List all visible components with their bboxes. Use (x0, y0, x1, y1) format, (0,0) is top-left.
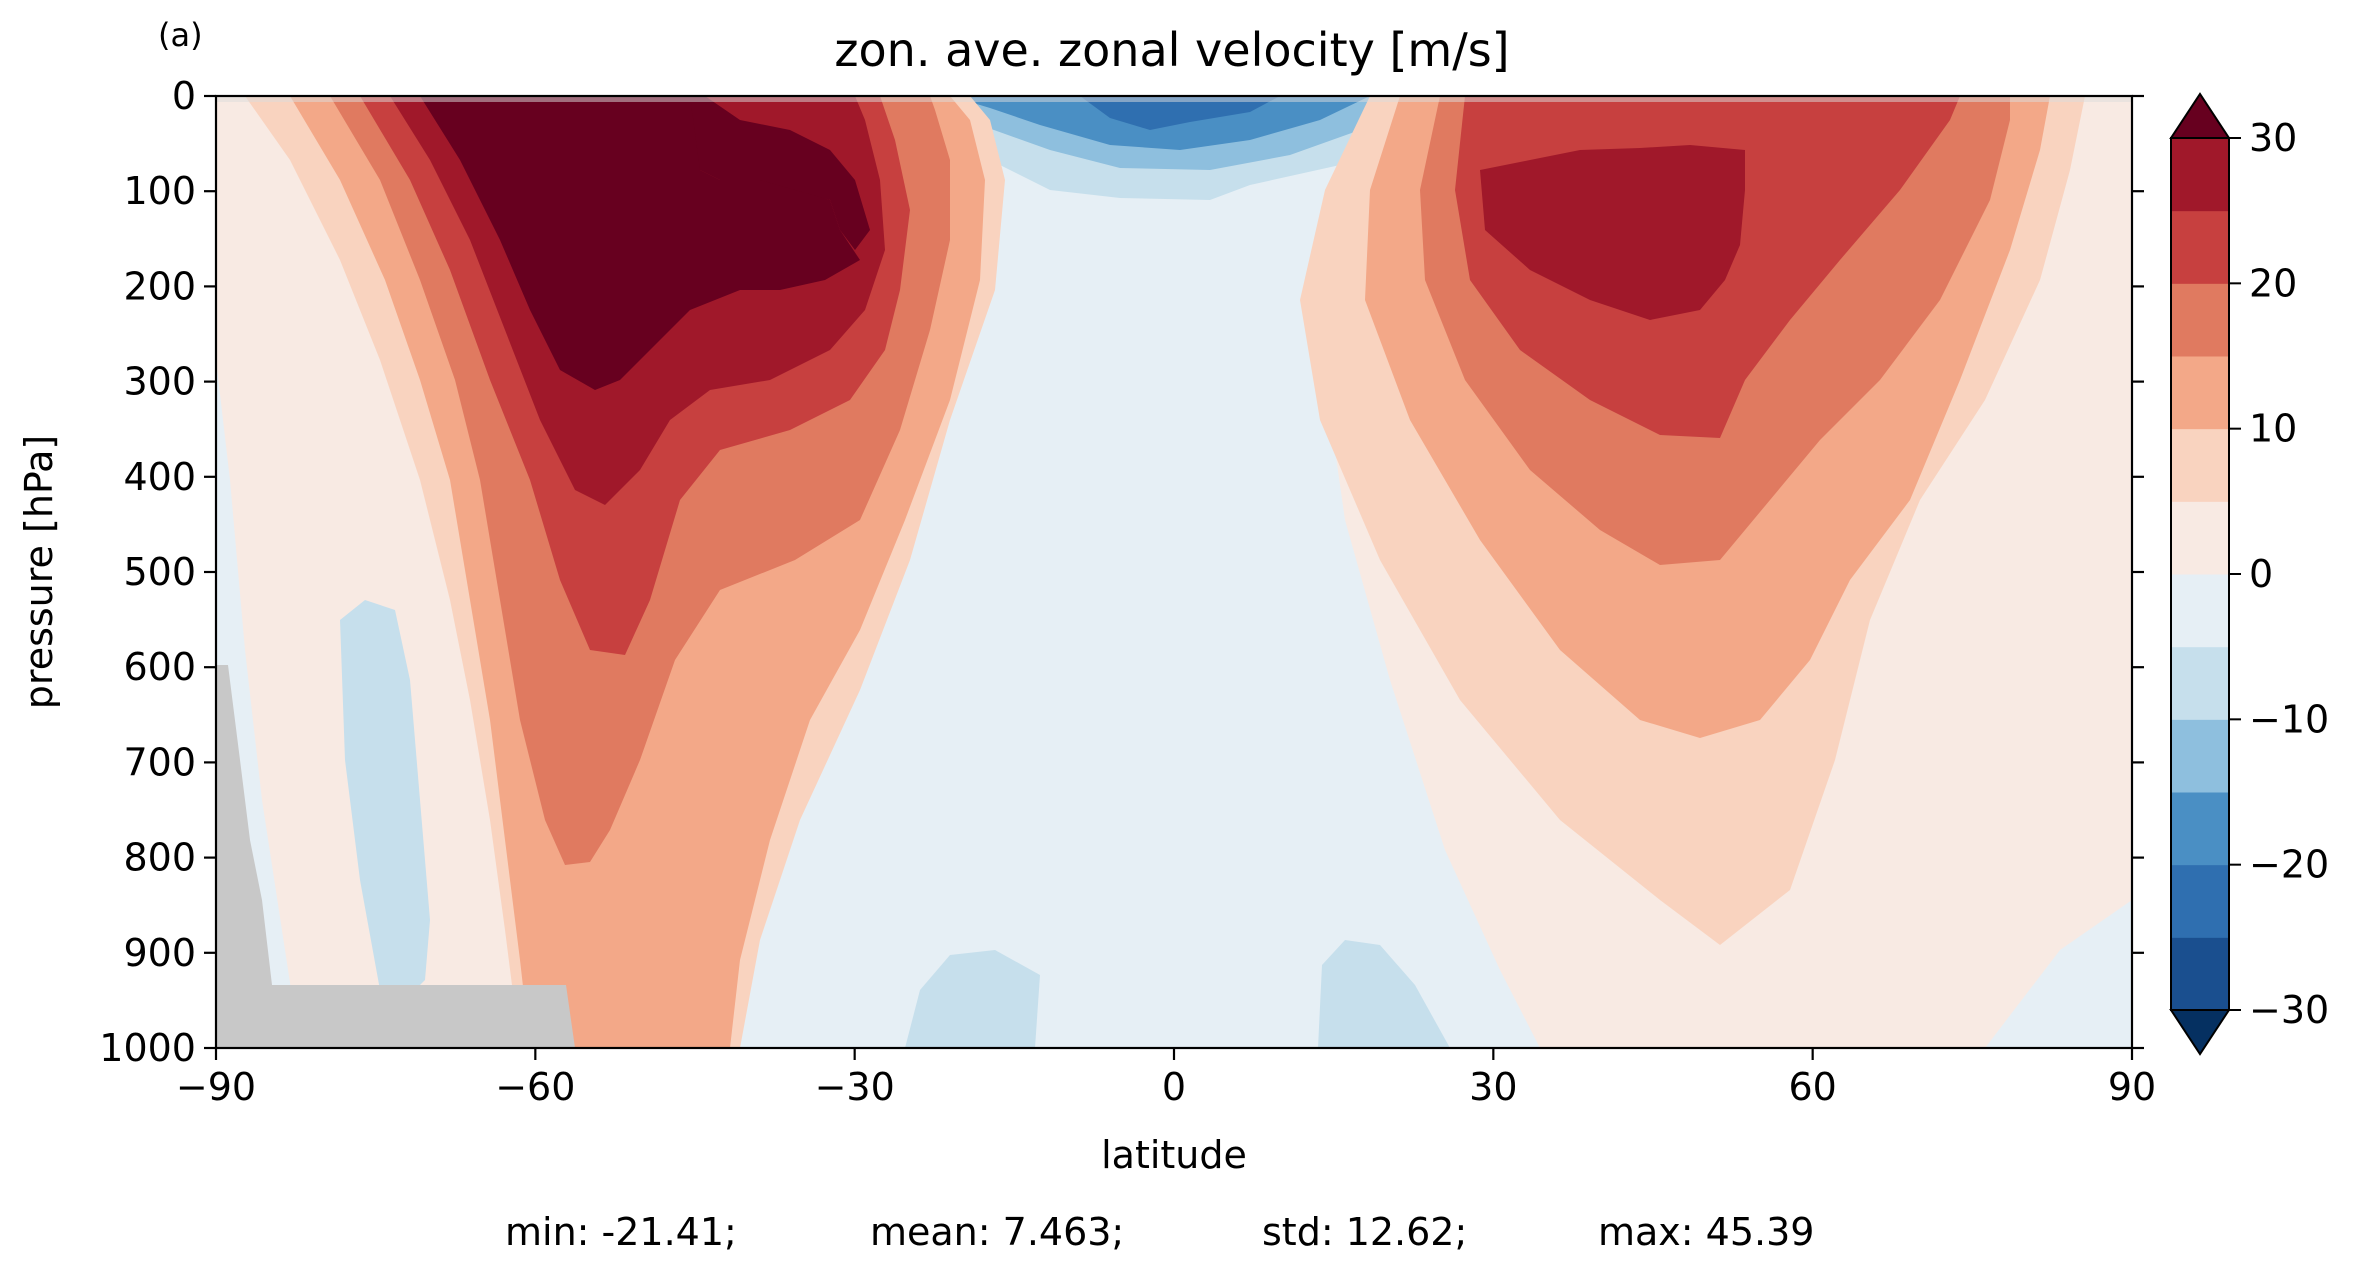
x-axis-label: latitude (1101, 1133, 1247, 1177)
contour-fill-model-top-strip (216, 96, 2132, 102)
y-tick-label: 900 (123, 931, 196, 975)
contour-fill-neg10-neg5-left-strip (340, 600, 430, 1000)
contour-fill-neg5-0-right (1985, 900, 2132, 1048)
topography-mask (216, 665, 575, 1048)
y-tick-label: 700 (123, 740, 196, 784)
colorbar-tick-label: −20 (2249, 843, 2329, 887)
colorbar-segment (2171, 937, 2229, 1011)
x-axis: −90 −60 −30 0 30 60 90 (176, 1048, 2156, 1109)
colorbar-extend-max (2169, 92, 2231, 139)
contour-fill-over-30-south-upper (690, 96, 870, 250)
colorbar-segment (2171, 574, 2229, 648)
y-axis-label: pressure [hPa] (17, 435, 61, 709)
colorbar-segment (2171, 501, 2229, 575)
x-tick-label: 0 (1162, 1065, 1186, 1109)
colorbar-segment (2171, 210, 2229, 284)
stat-std: std: 12.62; (1262, 1210, 1467, 1254)
x-tick-label: −90 (176, 1065, 256, 1109)
colorbar-segment (2171, 792, 2229, 866)
x-tick-label: −60 (495, 1065, 575, 1109)
x-tick-label: 60 (1788, 1065, 1836, 1109)
y-tick-label: 600 (123, 645, 196, 689)
y-tick-label: 200 (123, 264, 196, 308)
colorbar-segment (2171, 864, 2229, 938)
x-tick-label: 30 (1469, 1065, 1517, 1109)
colorbar-segment (2171, 138, 2229, 212)
colorbar-segment (2171, 428, 2229, 502)
y-tick-label: 800 (123, 836, 196, 880)
colorbar-segment (2171, 646, 2229, 720)
colorbar-segment (2171, 283, 2229, 357)
x-tick-label: −30 (815, 1065, 895, 1109)
contour-fill-neg10-neg5-bottom-left (905, 950, 1040, 1048)
stat-max: max: 45.39 (1598, 1210, 1814, 1254)
contour-fill-neg25-neg20 (1080, 96, 1280, 130)
stat-mean: mean: 7.463; (870, 1210, 1124, 1254)
colorbar-tick-label: 0 (2249, 552, 2273, 596)
colorbar-tick-label: −10 (2249, 697, 2329, 741)
contour-fill-neg10-neg5-bottom-right (1318, 940, 1450, 1048)
contour-fill-over-30-south (420, 96, 860, 390)
y-tick-label: 500 (123, 550, 196, 594)
y-tick-label: 300 (123, 360, 196, 404)
y-tick-label: 1000 (99, 1026, 196, 1070)
y-tick-label: 100 (123, 169, 196, 213)
colorbar: 30 20 10 0 −10 −20 −30 (2169, 92, 2329, 1056)
panel-label: (a) (158, 16, 203, 54)
colorbar-tick-label: 10 (2249, 407, 2297, 451)
colorbar-segment (2171, 719, 2229, 793)
colorbar-tick-label: 30 (2249, 116, 2297, 160)
y-tick-label: 0 (172, 74, 196, 118)
chart-title: zon. ave. zonal velocity [m/s] (834, 23, 1509, 77)
colorbar-tick-label: −30 (2249, 988, 2329, 1032)
stat-min: min: -21.41; (505, 1210, 737, 1254)
colorbar-tick-label: 20 (2249, 261, 2297, 305)
y-axis: 0 100 200 300 400 500 600 700 800 900 1000 (99, 74, 2144, 1070)
x-tick-label: 90 (2108, 1065, 2156, 1109)
contour-fill-25-30-north (1480, 145, 1745, 320)
y-tick-label: 400 (123, 455, 196, 499)
colorbar-segment (2171, 356, 2229, 430)
plot-area (216, 96, 2132, 1048)
colorbar-extend-min (2169, 1009, 2231, 1056)
